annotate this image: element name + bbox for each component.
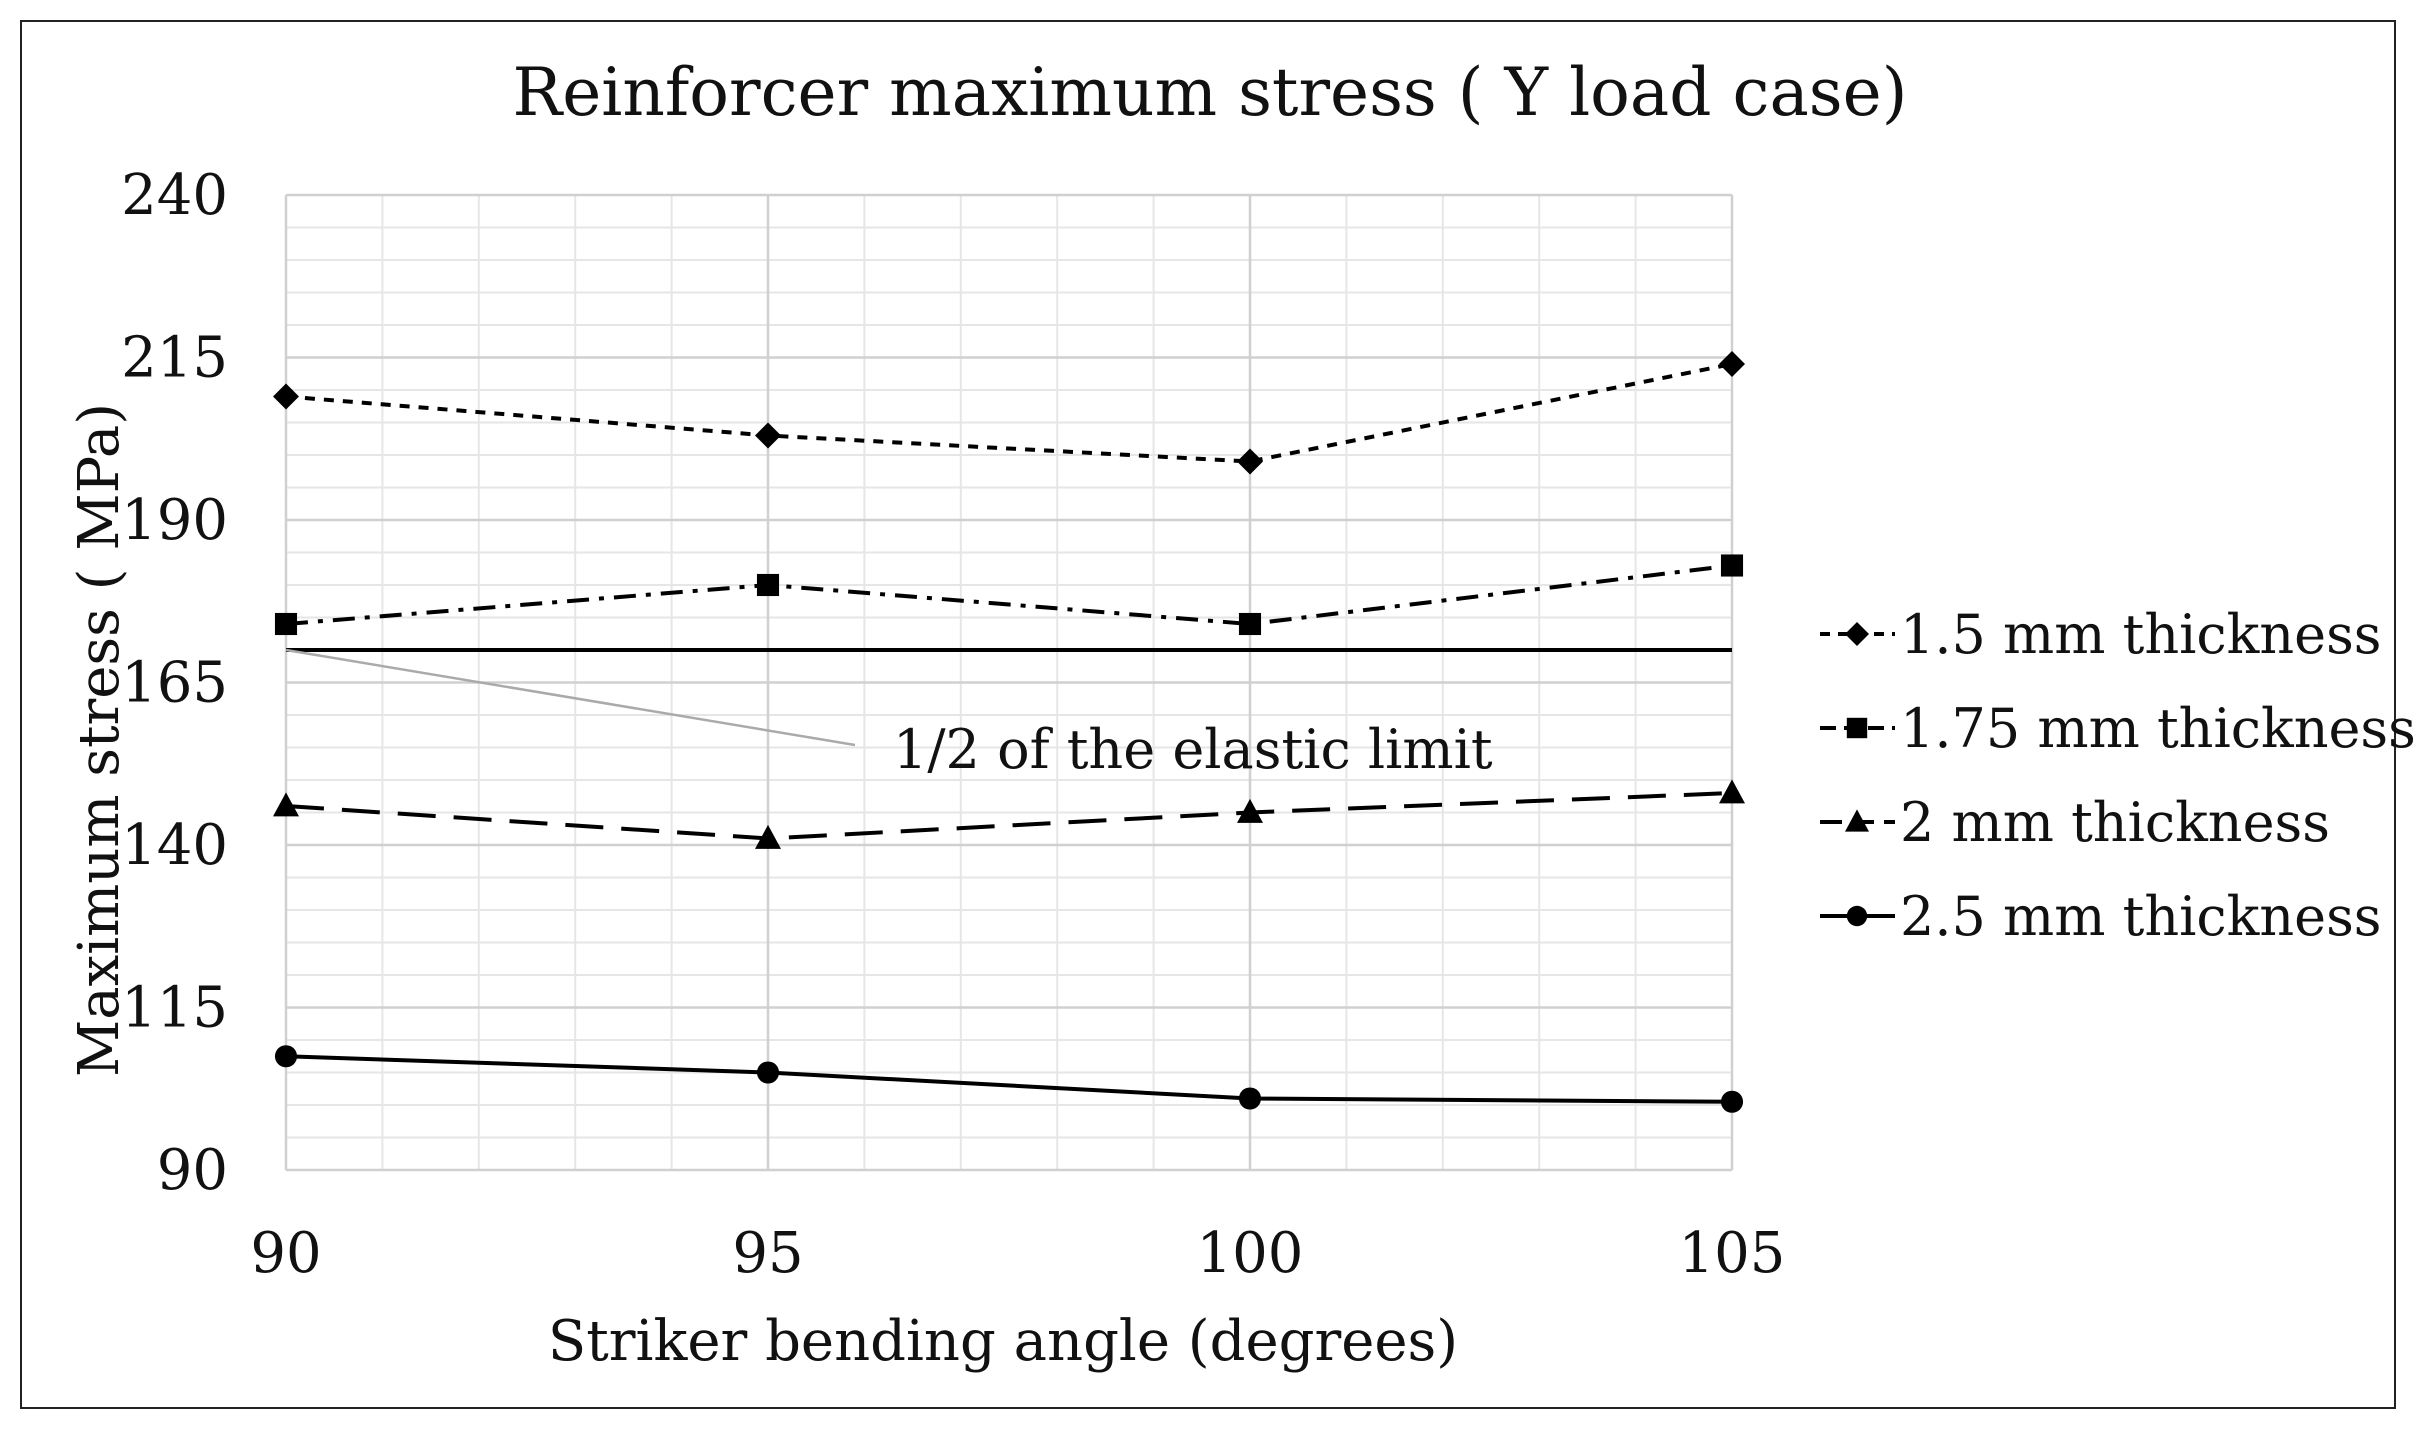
square-marker: [1238, 612, 1262, 636]
triangle-marker: [1719, 779, 1745, 804]
legend: 1.5 mm thickness 1.75 mm thickness 2 mm th…: [1820, 603, 2416, 948]
x-axis-ticks: 90 95 100 105: [250, 1221, 1785, 1286]
series-line: [285, 1054, 1733, 1104]
y-tick-label: 90: [157, 1138, 228, 1203]
square-marker: [274, 612, 298, 636]
reference-line-group: 1/2 of the elastic limit: [285, 648, 1732, 781]
diamond-marker: [1845, 622, 1869, 646]
circle-marker: [274, 1045, 298, 1068]
diamond-marker: [1237, 448, 1263, 475]
x-tick-label: 105: [1679, 1221, 1786, 1286]
series-1: [273, 351, 1745, 475]
series-line: [285, 563, 1733, 627]
circle-marker: [1720, 1090, 1744, 1113]
series-4: [274, 1045, 1744, 1113]
y-tick-label: 115: [121, 976, 228, 1041]
triangle-marker: [1237, 798, 1263, 823]
legend-item-2: 1.75 mm thickness: [1820, 697, 2416, 760]
legend-item-4: 2.5 mm thickness: [1820, 885, 2382, 948]
y-tick-label: 240: [121, 163, 228, 228]
elastic-limit-annotation: 1/2 of the elastic limit: [893, 718, 1493, 781]
x-tick-label: 95: [732, 1221, 803, 1286]
circle-marker: [756, 1061, 780, 1084]
major-grid: [284, 193, 1734, 1172]
x-tick-label: 100: [1197, 1221, 1304, 1286]
circle-marker: [1846, 905, 1868, 927]
square-marker: [1846, 717, 1868, 739]
x-axis-label: Striker bending angle (degrees): [548, 1309, 1458, 1374]
triangle-marker: [755, 824, 781, 849]
y-tick-label: 140: [121, 813, 228, 878]
y-tick-label: 165: [121, 651, 228, 716]
diamond-marker: [273, 383, 299, 410]
series-line: [285, 791, 1733, 841]
x-tick-label: 90: [250, 1221, 321, 1286]
square-marker: [756, 573, 780, 597]
annotation-leader-line: [285, 648, 856, 747]
triangle-marker: [1845, 809, 1869, 832]
series-3: [273, 779, 1745, 849]
y-axis-ticks: 90 115 140 165 190 215 240: [121, 163, 228, 1203]
y-tick-label: 215: [121, 326, 228, 391]
series-2: [274, 554, 1744, 636]
y-tick-label: 190: [121, 488, 228, 553]
diamond-marker: [755, 422, 781, 449]
legend-label: 2 mm thickness: [1900, 791, 2330, 854]
square-marker: [1720, 554, 1744, 577]
legend-item-1: 1.5 mm thickness: [1820, 603, 2382, 666]
circle-marker: [1238, 1087, 1262, 1110]
legend-label: 1.75 mm thickness: [1900, 697, 2416, 760]
triangle-marker: [273, 792, 299, 817]
legend-item-3: 2 mm thickness: [1820, 791, 2330, 854]
chart-title: Reinforcer maximum stress ( Y load case): [513, 54, 1908, 131]
series-layer: [273, 351, 1745, 1113]
legend-label: 2.5 mm thickness: [1900, 885, 2382, 948]
diamond-marker: [1719, 351, 1745, 377]
series-line: [285, 362, 1733, 464]
y-axis-label: Maximum stress ( MPa): [67, 403, 132, 1077]
legend-label: 1.5 mm thickness: [1900, 603, 2382, 666]
